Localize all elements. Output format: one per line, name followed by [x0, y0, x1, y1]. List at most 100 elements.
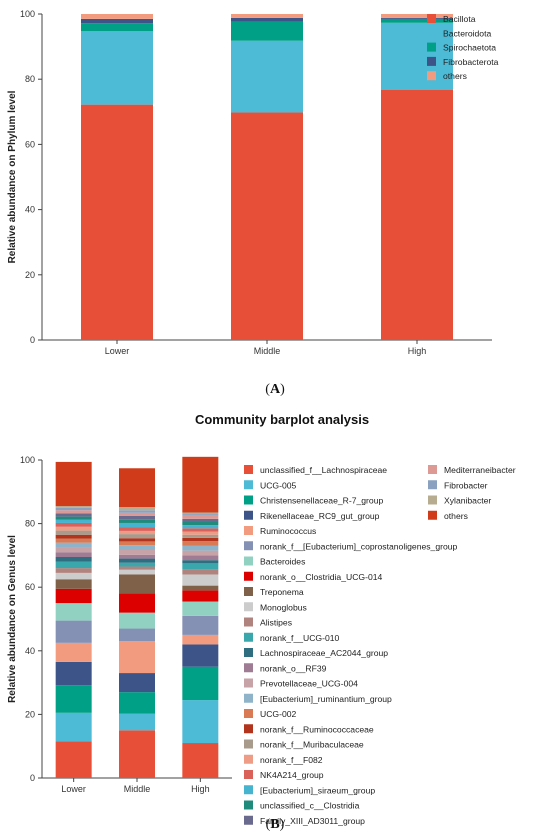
bar-segment-bacteroidota-high: [381, 22, 453, 90]
bar-segment-bacillota-lower: [81, 104, 153, 341]
legend-swatch-ucg-005: [244, 480, 253, 490]
bar-segment-mediterraneibacter-lower: [55, 510, 92, 514]
bar-segment-nk4a214-group-high: [182, 528, 219, 532]
bar-segment-norank-f-f082-high: [182, 531, 219, 535]
bar-segment-norank-f-f082-lower: [55, 526, 92, 531]
y-tick-label: 20: [25, 709, 35, 719]
legend-label-alistipes: Alistipes: [260, 618, 292, 628]
legend-label-ucg-005: UCG-005: [260, 480, 297, 490]
bar-segment-prevotellaceae-ucg-004-middle: [119, 549, 155, 555]
legend-label-fibrobacterota: Fibrobacterota: [443, 57, 499, 67]
legend-label-norank-f-ucg-010: norank_f__UCG-010: [260, 633, 340, 643]
bar-segment-unclassified-c-clostridia-middle: [119, 519, 155, 523]
legend-swatch-norank-f-ucg-010: [244, 632, 253, 642]
bar-segment-fibrobacterota-middle: [231, 17, 303, 22]
legend-swatch-fibrobacterota: [427, 56, 436, 66]
legend-swatch-others: [428, 510, 437, 520]
bar-segment-norank-o-clostridia-ucg-014-middle: [119, 593, 155, 613]
legend-swatch--eubacterium-ruminantium-group: [244, 693, 253, 703]
x-tick-label-middle: Middle: [254, 346, 281, 356]
bar-segment-norank-f-f082-middle: [119, 530, 155, 535]
legend-swatch-ruminococcus: [244, 526, 253, 535]
legend-label-nk4a214-group: NK4A214_group: [260, 770, 324, 780]
legend-label-norank-f-eubacterium-coprostanoligenes-group: norank_f__[Eubacterium]_coprostanoligene…: [260, 541, 458, 551]
legend-label-rikenellaceae-rc9-gut-group: Rikenellaceae_RC9_gut_group: [260, 511, 380, 521]
legend-label--eubacterium-ruminantium-group: [Eubacterium]_ruminantium_group: [260, 694, 392, 704]
bar-segment-unclassified-c-clostridia-lower: [55, 516, 92, 520]
legend-swatch-lachnospiraceae-ac2044-group: [244, 648, 253, 657]
legend-swatch-norank-f-f082: [244, 754, 253, 764]
chart-b-title: Community barplot analysis: [195, 412, 369, 427]
bar-segment-norank-o-rf39-high: [182, 555, 219, 561]
legend-label-fibrobacter: Fibrobacter: [444, 480, 488, 490]
bar-segment--eubacterium-ruminantium-group-middle: [119, 545, 155, 550]
bar-segment-bacteroides-high: [182, 601, 219, 616]
y-tick-label: 80: [25, 519, 35, 529]
bar-segment-norank-o-rf39-middle: [119, 554, 155, 559]
bar-segment-bacteroidota-lower: [81, 31, 153, 105]
legend-swatch-fibrobacter: [428, 480, 437, 490]
bar-segment-monoglobus-high: [182, 574, 219, 586]
y-tick-label: 0: [30, 773, 35, 783]
legend-label-unclassified-c-clostridia: unclassified_c__Clostridia: [260, 801, 360, 811]
legend-label--eubacterium-siraeum-group: [Eubacterium]_siraeum_group: [260, 785, 375, 795]
bar-segment-nk4a214-group-lower: [55, 522, 92, 527]
bar-segment-bacteroides-middle: [119, 612, 155, 629]
x-tick-label-lower: Lower: [61, 784, 86, 794]
bar-segment-fibrobacter-lower: [55, 507, 92, 511]
bar-segment-spirochaetota-lower: [81, 23, 153, 32]
legend-label-lachnospiraceae-ac2044-group: Lachnospiraceae_AC2044_group: [260, 648, 388, 658]
y-axis-label: Relative abundance on Genus level: [7, 535, 18, 703]
bar-segment-monoglobus-middle: [119, 569, 155, 575]
bar-segment-monoglobus-lower: [55, 572, 92, 580]
legend-swatch-treponema: [244, 587, 253, 596]
bar-segment-ucg-002-middle: [119, 541, 155, 546]
bar-segment-norank-f-ucg-010-middle: [119, 562, 155, 567]
bar-segment-lachnospiraceae-ac2044-group-middle: [119, 558, 155, 563]
bar-segment--eubacterium-siraeum-group-middle: [119, 522, 155, 528]
bar-segment-christensenellaceae-r-7-group-high: [182, 666, 219, 701]
bar-segment-treponema-middle: [119, 574, 155, 594]
legend-label-norank-f-ruminococcaceae: norank_f__Ruminococcaceae: [260, 724, 374, 734]
bar-segment-others-lower: [55, 461, 92, 507]
legend-label-mediterraneibacter: Mediterraneibacter: [444, 465, 516, 475]
legend-label-family-xiii-ad3011-group: Family_XIII_AD3011_group: [260, 816, 365, 826]
bar-segment-norank-f-muribaculaceae-high: [182, 534, 219, 538]
bar-segment-christensenellaceae-r-7-group-middle: [119, 692, 155, 714]
legend-label-christensenellaceae-r-7-group: Christensenellaceae_R-7_group: [260, 496, 383, 506]
legend-label-spirochaetota: Spirochaetota: [443, 43, 496, 53]
legend-label-others: others: [444, 511, 468, 521]
legend-label-norank-f-muribaculaceae: norank_f__Muribaculaceae: [260, 740, 364, 750]
bar-segment-fibrobacterota-lower: [81, 18, 153, 24]
legend-swatch-ucg-002: [244, 709, 253, 718]
legend-swatch-prevotellaceae-ucg-004: [244, 678, 253, 688]
bar-segment-norank-o-clostridia-ucg-014-lower: [55, 588, 92, 604]
legend-swatch-norank-f-muribaculaceae: [244, 739, 253, 749]
bar-segment-rikenellaceae-rc9-gut-group-lower: [55, 661, 92, 686]
y-tick-label: 100: [20, 9, 35, 19]
bar-segment-family-xiii-ad3011-group-lower: [55, 513, 92, 517]
bar-segment-norank-o-rf39-lower: [55, 552, 92, 557]
legend-label-bacillota: Bacillota: [443, 14, 476, 24]
legend-swatch-mediterraneibacter: [428, 465, 437, 474]
y-tick-label: 60: [25, 582, 35, 592]
bar-segment-lachnospiraceae-ac2044-group-high: [182, 560, 219, 564]
legend-swatch-xylanibacter: [428, 495, 437, 505]
bar-segment--eubacterium-siraeum-group-lower: [55, 519, 92, 523]
phylum-chart: 0 20 40 60 80 100 Relative abundance on Phylum…: [7, 9, 499, 356]
bar-segment-norank-f-ruminococcaceae-high: [182, 537, 219, 542]
bar-segment-bacteroidota-middle: [231, 40, 303, 113]
bar-segment-norank-f-ruminococcaceae-lower: [55, 534, 92, 539]
bar-segment-norank-f-ucg-010-high: [182, 563, 219, 570]
legend-swatch-bacteroides: [244, 556, 253, 566]
bar-segment-norank-f-eubacterium-coprostanoligenes-group-high: [182, 615, 219, 635]
bar-segment-christensenellaceae-r-7-group-lower: [55, 685, 92, 713]
bar-segment-norank-f-ruminococcaceae-middle: [119, 538, 155, 542]
bar-segment-family-xiii-ad3011-group-high: [182, 518, 219, 523]
bar-segment-bacillota-high: [381, 89, 453, 340]
legend-swatch-norank-f-eubacterium-coprostanoligenes-group: [244, 541, 253, 551]
legend-swatch-family-xiii-ad3011-group: [244, 815, 253, 825]
legend-swatch-unclassified-c-clostridia: [244, 800, 253, 810]
bar-segment-mediterraneibacter-middle: [119, 512, 155, 516]
